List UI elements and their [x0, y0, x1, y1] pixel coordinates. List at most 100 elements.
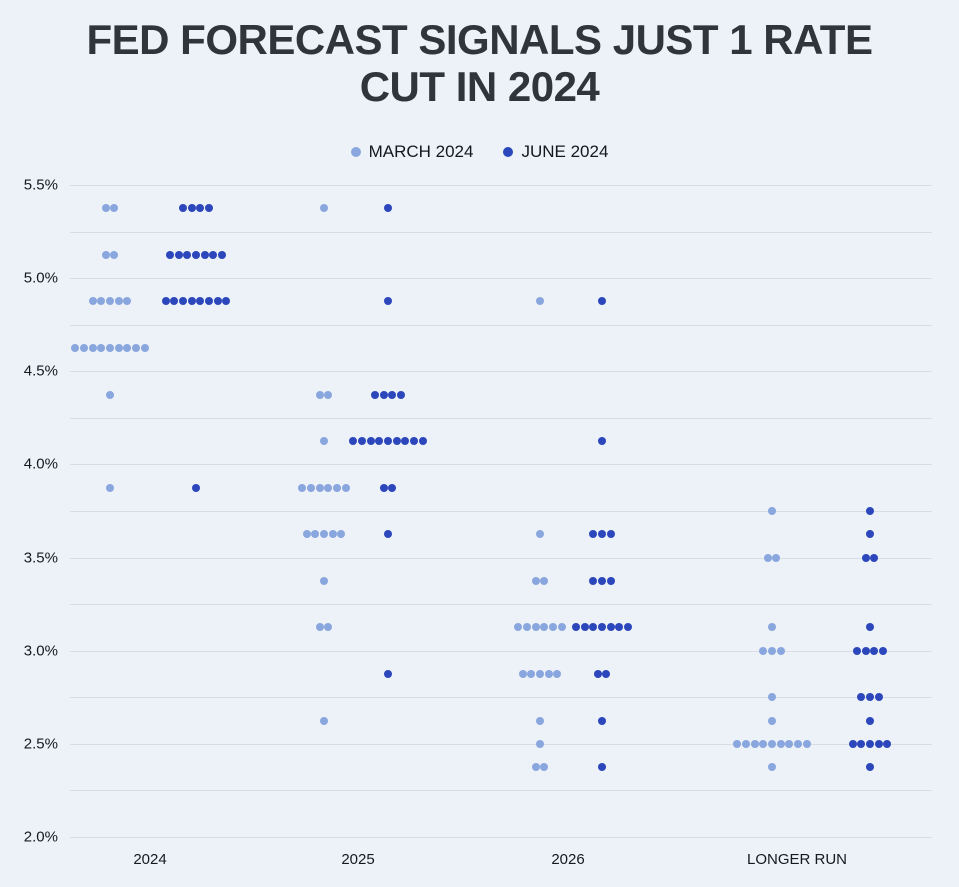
dot-june-longer-run-2.5 [874, 739, 883, 748]
dot-march-2026-3.375 [531, 576, 540, 585]
dot-june-2024-4.875 [205, 297, 214, 306]
dot-june-2025-4.125 [418, 437, 427, 446]
dot-march-2024-5.375 [101, 204, 110, 213]
dot-june-2024-5.125 [165, 250, 174, 259]
dot-june-2025-4.125 [410, 437, 419, 446]
dot-march-2024-4.375 [106, 390, 114, 399]
dot-june-2025-4.125 [366, 437, 375, 446]
dot-march-longer-run-2.75 [768, 693, 776, 702]
dot-march-2026-3.125 [522, 623, 531, 632]
dot-june-2025-2.875 [384, 670, 392, 678]
x-axis-label-longer-run: LONGER RUN [746, 851, 848, 868]
dot-march-longer-run-2.5 [785, 739, 794, 748]
dot-june-2024-5.375 [196, 204, 205, 213]
y-axis-tick-label: 5.5% [23, 176, 58, 194]
dot-june-2025-4.125 [349, 437, 358, 446]
dot-june-2026-3.625 [589, 530, 598, 539]
legend-item-june-2024: JUNE 2024 [503, 142, 608, 162]
dot-march-2024-5.125 [101, 250, 110, 259]
dot-march-longer-run-2.5 [794, 739, 803, 748]
dot-march-2026-4.875 [536, 297, 544, 306]
y-axis-tick-label: 4.5% [23, 362, 58, 380]
dot-march-2026-3.125 [557, 623, 566, 632]
dot-march-2025-3.875 [315, 483, 324, 492]
dot-march-2026-2.375 [540, 763, 549, 772]
dot-june-2024-5.125 [218, 250, 227, 259]
dot-june-2026-3.375 [598, 576, 606, 585]
dot-march-2026-3.125 [531, 623, 540, 632]
y-axis-tick-label: 3.5% [23, 549, 58, 567]
dot-march-2025-4.375 [324, 390, 333, 399]
dot-march-2025-5.375 [320, 204, 328, 213]
dot-june-2025-3.875 [388, 483, 397, 492]
dot-march-longer-run-2.5 [733, 739, 742, 748]
dot-june-2026-3.125 [624, 623, 633, 632]
gridline [70, 371, 932, 373]
dot-march-2026-2.875 [518, 670, 527, 678]
dot-june-2024-5.125 [209, 250, 218, 259]
gridline [70, 837, 932, 838]
dot-march-longer-run-3 [768, 646, 776, 655]
dot-june-2026-3.125 [598, 623, 606, 632]
dot-june-2024-4.875 [196, 297, 205, 306]
dot-june-longer-run-3 [861, 646, 870, 655]
legend-label-march: MARCH 2024 [368, 142, 474, 161]
dot-june-2025-4.125 [384, 437, 392, 446]
dot-june-2025-3.875 [379, 483, 388, 492]
dot-march-longer-run-2.375 [768, 763, 776, 772]
dot-june-2025-4.375 [379, 390, 388, 399]
dot-june-2026-3.625 [606, 530, 615, 539]
dot-june-2026-3.125 [615, 623, 624, 632]
dot-june-longer-run-2.5 [883, 739, 892, 748]
dot-march-2024-5.375 [110, 204, 119, 213]
dot-june-2025-4.375 [388, 390, 397, 399]
dot-march-2025-3.625 [302, 530, 311, 539]
dot-june-2026-3.375 [589, 576, 598, 585]
dot-march-2024-4.625 [123, 344, 132, 352]
dot-june-longer-run-3 [852, 646, 861, 655]
dot-june-2024-5.125 [174, 250, 183, 259]
dot-june-2025-4.125 [392, 437, 401, 446]
dot-march-2026-2.5 [536, 739, 544, 748]
dot-march-2024-4.625 [114, 344, 123, 352]
dot-march-2024-4.625 [132, 344, 141, 352]
dot-june-longer-run-3.75 [866, 507, 874, 515]
dot-march-longer-run-2.5 [741, 739, 750, 748]
dot-march-2025-4.125 [320, 437, 328, 446]
dot-june-2024-5.125 [192, 250, 200, 259]
dot-march-2024-4.875 [114, 297, 123, 306]
dot-march-2024-4.875 [106, 297, 114, 306]
dot-march-2026-3.375 [540, 576, 549, 585]
dot-june-2026-2.625 [598, 716, 606, 725]
dot-june-2026-4.125 [598, 437, 606, 446]
dot-june-2026-3.125 [571, 623, 580, 632]
dot-march-2025-3.875 [341, 483, 350, 492]
dot-june-2024-5.375 [205, 204, 214, 213]
dot-june-longer-run-2.75 [866, 693, 874, 702]
dot-june-2025-4.125 [401, 437, 410, 446]
x-axis-label-2026: 2026 [551, 851, 585, 868]
dot-june-2025-3.625 [384, 530, 392, 539]
dot-march-longer-run-2.5 [750, 739, 759, 748]
dot-june-longer-run-2.5 [866, 739, 874, 748]
gridline [70, 511, 932, 512]
title-line-2: CUT IN 2024 [359, 63, 600, 111]
dot-june-2026-4.875 [598, 297, 606, 306]
dot-june-longer-run-3.625 [866, 530, 874, 539]
dot-march-2024-4.625 [71, 344, 80, 352]
legend-item-march-2024: MARCH 2024 [350, 142, 474, 162]
y-axis-tick-label: 5.0% [23, 269, 58, 287]
dot-march-2026-2.375 [531, 763, 540, 772]
dot-june-2026-2.875 [593, 670, 602, 678]
dot-march-2025-3.875 [306, 483, 315, 492]
dot-march-longer-run-3.5 [772, 553, 781, 562]
dot-march-longer-run-3 [776, 646, 785, 655]
dot-march-2024-4.875 [123, 297, 132, 306]
dot-march-2026-2.875 [527, 670, 536, 678]
dot-march-2026-2.875 [536, 670, 544, 678]
gridline [70, 697, 932, 699]
dot-march-2026-2.875 [553, 670, 562, 678]
dot-june-longer-run-2.75 [874, 693, 883, 702]
